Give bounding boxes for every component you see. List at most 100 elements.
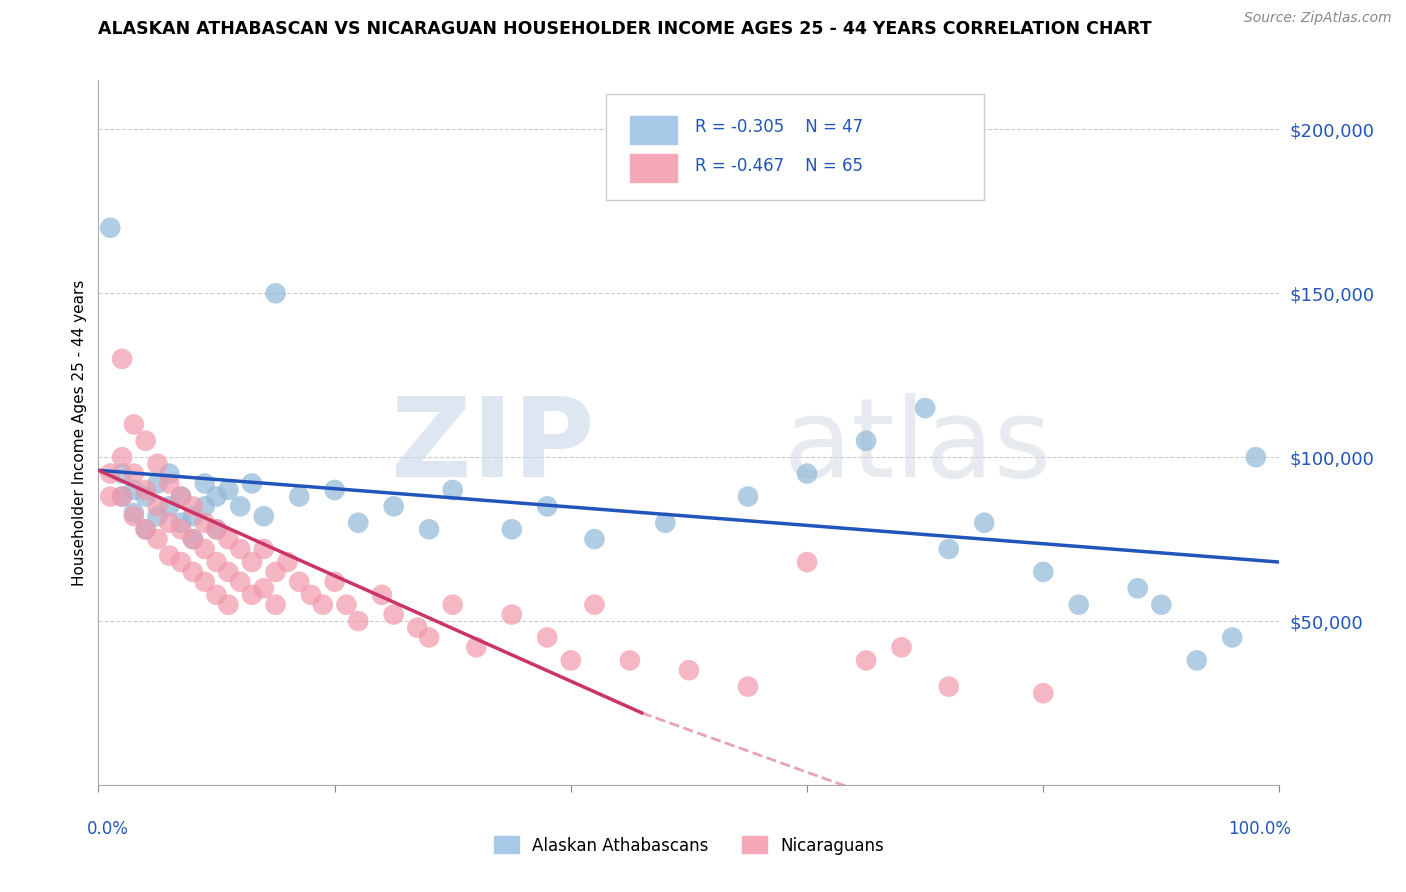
- Point: [170, 516, 193, 530]
- Point: [536, 500, 558, 514]
- Point: [264, 565, 287, 579]
- Point: [560, 653, 582, 667]
- Point: [737, 490, 759, 504]
- Point: [1220, 631, 1243, 645]
- Point: [146, 509, 169, 524]
- Point: [146, 476, 169, 491]
- Point: [299, 588, 322, 602]
- FancyBboxPatch shape: [630, 154, 678, 183]
- Point: [122, 417, 145, 432]
- Point: [98, 490, 121, 504]
- Point: [157, 467, 180, 481]
- Point: [170, 522, 193, 536]
- Point: [465, 640, 488, 655]
- Point: [914, 401, 936, 415]
- Point: [170, 490, 193, 504]
- Point: [135, 434, 157, 448]
- Point: [312, 598, 335, 612]
- Point: [240, 555, 263, 569]
- Point: [335, 598, 357, 612]
- Point: [441, 483, 464, 497]
- Point: [382, 607, 405, 622]
- Point: [170, 555, 193, 569]
- Point: [323, 483, 346, 497]
- Point: [146, 500, 169, 514]
- Point: [122, 467, 145, 481]
- Point: [217, 532, 239, 546]
- Point: [264, 598, 287, 612]
- Y-axis label: Householder Income Ages 25 - 44 years: Householder Income Ages 25 - 44 years: [72, 279, 87, 586]
- Point: [98, 220, 121, 235]
- Text: R = -0.305    N = 47: R = -0.305 N = 47: [695, 119, 863, 136]
- Point: [181, 509, 204, 524]
- Point: [382, 500, 405, 514]
- Point: [157, 549, 180, 563]
- Point: [253, 541, 276, 556]
- Point: [146, 532, 169, 546]
- Point: [194, 500, 217, 514]
- Text: 0.0%: 0.0%: [87, 821, 128, 838]
- Point: [135, 483, 157, 497]
- Point: [157, 500, 180, 514]
- Point: [583, 532, 606, 546]
- Point: [1244, 450, 1267, 465]
- Point: [111, 450, 134, 465]
- Point: [938, 541, 960, 556]
- Point: [181, 532, 204, 546]
- Point: [855, 434, 877, 448]
- Point: [253, 582, 276, 596]
- Point: [181, 565, 204, 579]
- Point: [938, 680, 960, 694]
- Text: atlas: atlas: [783, 393, 1052, 500]
- Point: [135, 522, 157, 536]
- Point: [347, 516, 370, 530]
- FancyBboxPatch shape: [606, 95, 984, 200]
- Point: [737, 680, 759, 694]
- Point: [890, 640, 912, 655]
- Point: [855, 653, 877, 667]
- Point: [240, 588, 263, 602]
- Point: [229, 574, 252, 589]
- Point: [135, 522, 157, 536]
- Point: [205, 490, 228, 504]
- Point: [229, 500, 252, 514]
- Point: [205, 522, 228, 536]
- Point: [654, 516, 676, 530]
- Point: [98, 467, 121, 481]
- Point: [146, 457, 169, 471]
- Point: [501, 607, 523, 622]
- Point: [205, 522, 228, 536]
- Point: [217, 565, 239, 579]
- Point: [135, 490, 157, 504]
- Point: [973, 516, 995, 530]
- Point: [276, 555, 298, 569]
- Point: [240, 476, 263, 491]
- Point: [157, 516, 180, 530]
- Point: [418, 631, 440, 645]
- Point: [583, 598, 606, 612]
- Text: Source: ZipAtlas.com: Source: ZipAtlas.com: [1244, 12, 1392, 25]
- Point: [1032, 565, 1054, 579]
- Text: ALASKAN ATHABASCAN VS NICARAGUAN HOUSEHOLDER INCOME AGES 25 - 44 YEARS CORRELATI: ALASKAN ATHABASCAN VS NICARAGUAN HOUSEHO…: [98, 20, 1152, 38]
- Point: [678, 663, 700, 677]
- Point: [205, 588, 228, 602]
- Text: ZIP: ZIP: [391, 393, 595, 500]
- Point: [170, 490, 193, 504]
- Point: [406, 621, 429, 635]
- Point: [111, 467, 134, 481]
- Text: R = -0.467    N = 65: R = -0.467 N = 65: [695, 157, 863, 175]
- Point: [347, 614, 370, 628]
- Point: [1126, 582, 1149, 596]
- Point: [194, 516, 217, 530]
- Point: [111, 490, 134, 504]
- Point: [122, 483, 145, 497]
- FancyBboxPatch shape: [630, 116, 678, 144]
- Point: [122, 506, 145, 520]
- Point: [111, 490, 134, 504]
- Point: [371, 588, 394, 602]
- Point: [205, 555, 228, 569]
- Point: [323, 574, 346, 589]
- Point: [122, 509, 145, 524]
- Point: [796, 555, 818, 569]
- Point: [1032, 686, 1054, 700]
